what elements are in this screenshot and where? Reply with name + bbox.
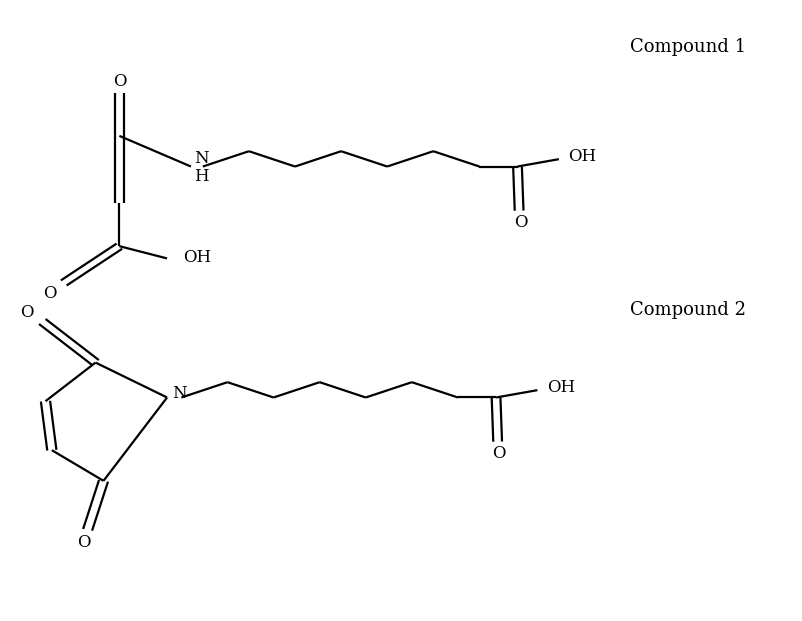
Text: O: O [513,214,527,232]
Text: O: O [43,286,56,302]
Text: H: H [194,168,209,186]
Text: O: O [112,73,126,91]
Text: N: N [194,150,209,167]
Text: OH: OH [568,148,596,165]
Text: O: O [19,304,33,321]
Text: Compound 2: Compound 2 [629,302,744,319]
Text: OH: OH [183,248,211,266]
Text: OH: OH [546,379,574,396]
Text: O: O [77,533,91,551]
Text: Compound 1: Compound 1 [629,38,745,56]
Text: N: N [172,385,187,402]
Text: O: O [492,445,505,463]
